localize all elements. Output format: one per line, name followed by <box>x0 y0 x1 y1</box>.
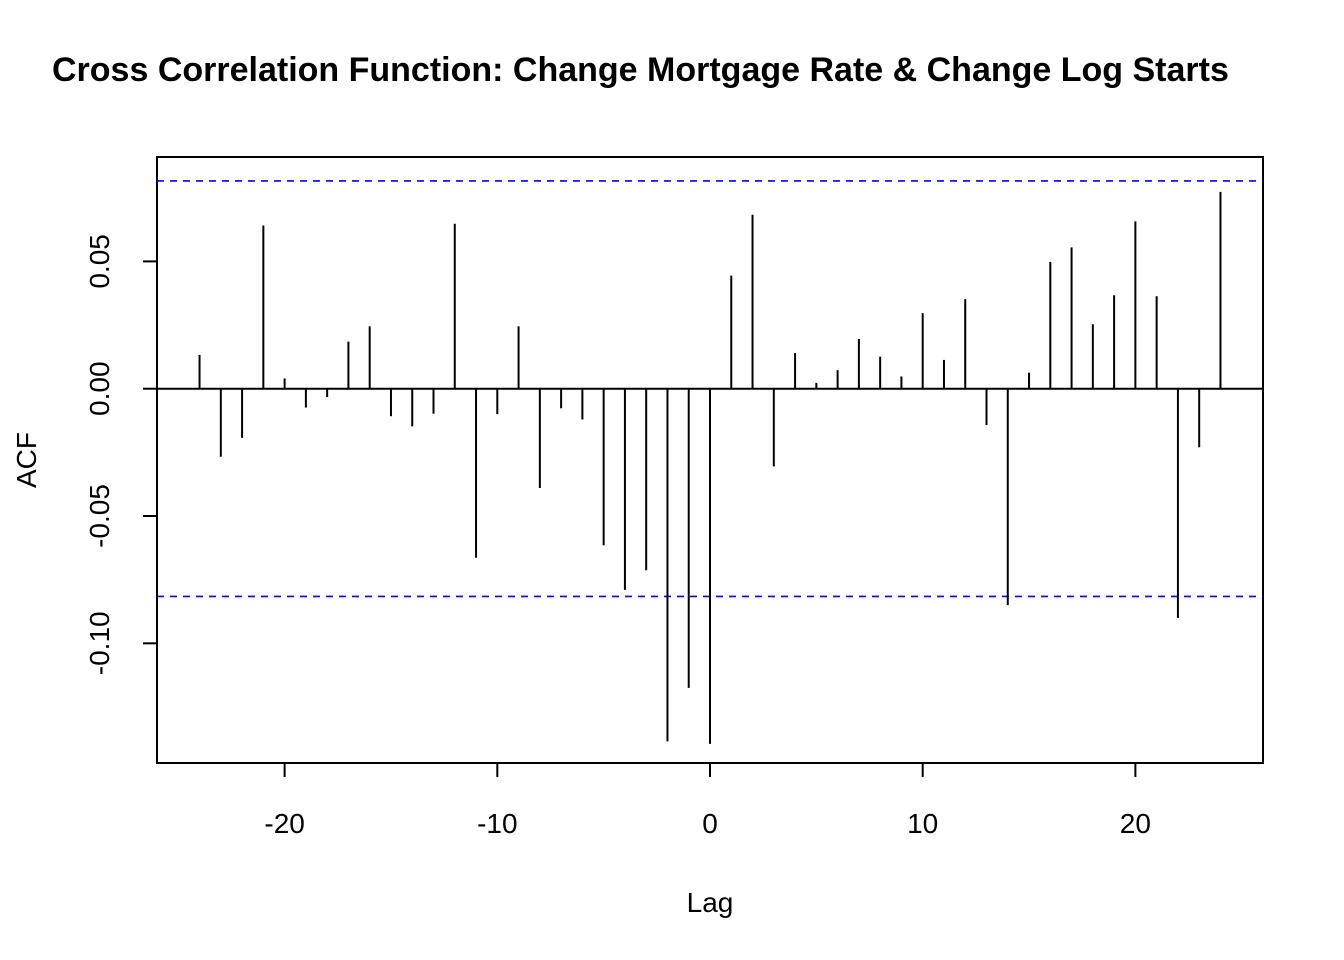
x-tick-label: 20 <box>1120 808 1151 839</box>
x-axis: -20 -10 0 10 20 <box>264 762 1151 839</box>
x-tick-label: -20 <box>264 808 304 839</box>
y-tick-label: -0.05 <box>84 484 115 548</box>
y-tick-label: -0.10 <box>84 611 115 675</box>
x-tick-label: 10 <box>907 808 938 839</box>
x-tick-label: -10 <box>477 808 517 839</box>
y-axis: -0.10 -0.05 0.00 0.05 <box>84 234 158 675</box>
y-tick-label: 0.05 <box>84 234 115 289</box>
y-axis-title: ACF <box>11 432 42 488</box>
y-tick-label: 0.00 <box>84 361 115 416</box>
x-tick-label: 0 <box>702 808 718 839</box>
x-axis-title: Lag <box>687 887 734 918</box>
chart-title: Cross Correlation Function: Change Mortg… <box>52 51 1229 89</box>
acf-bars <box>157 191 1263 744</box>
